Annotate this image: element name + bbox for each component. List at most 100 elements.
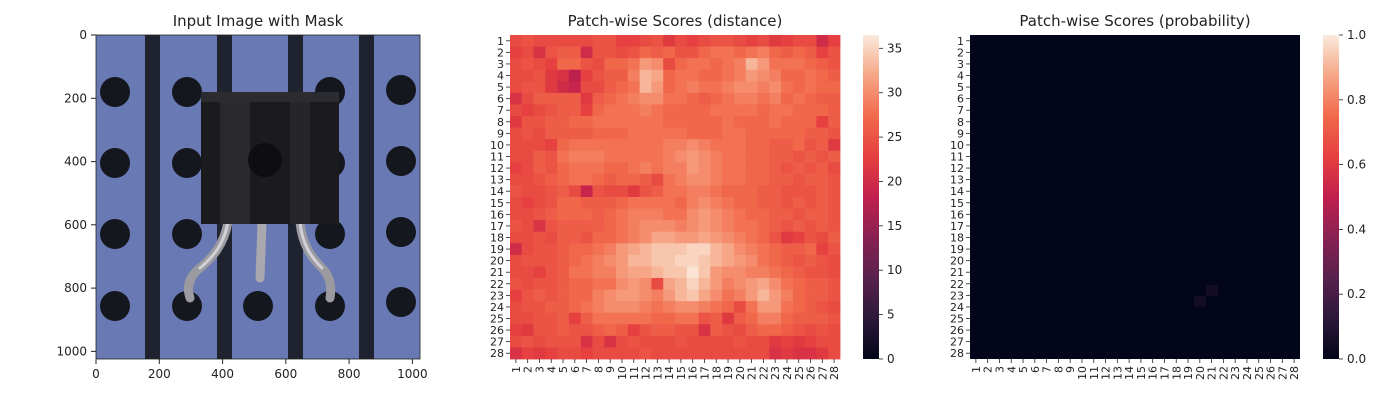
heatmap-cell — [568, 312, 582, 325]
heatmap-cell — [616, 289, 629, 302]
heatmap-cell — [639, 254, 652, 267]
heatmap-cell — [686, 139, 699, 152]
heatmap-cell — [639, 231, 652, 244]
heatmap-cell — [627, 104, 641, 117]
colorbar-label: 15 — [887, 219, 902, 233]
heatmap-cell — [745, 312, 758, 325]
heatmap-cell — [627, 312, 641, 325]
heatmap-cell — [733, 243, 747, 256]
heatmap-cell — [616, 104, 629, 117]
col-label: 25 — [1253, 366, 1266, 380]
heatmap-cell — [604, 69, 617, 82]
heatmap-cell — [804, 208, 817, 221]
heatmap-cell — [557, 69, 570, 82]
heatmap-cell — [521, 139, 534, 152]
heatmap-cell — [651, 116, 664, 128]
heatmap-cell — [757, 335, 770, 348]
heatmap-cell — [533, 220, 546, 233]
heatmap-cell — [804, 150, 817, 163]
heatmap-cell — [580, 81, 593, 94]
heatmap-cell — [686, 347, 699, 360]
heatmap-cell — [792, 335, 806, 348]
heatmap-cell — [568, 266, 582, 279]
heatmap-cell — [592, 278, 605, 290]
col-label: 17 — [1158, 366, 1171, 380]
heatmap-cell — [816, 266, 829, 279]
heatmap-cell — [533, 243, 546, 256]
heatmap-cell — [604, 266, 617, 279]
row-label: 5 — [497, 81, 504, 94]
heatmap-cell — [521, 289, 534, 302]
row-label: 7 — [497, 104, 504, 117]
heatmap-cell — [675, 312, 688, 325]
heatmap-cell — [604, 289, 617, 302]
heatmap-cell — [533, 81, 546, 94]
heatmap-cell — [616, 92, 629, 105]
heatmap-cell — [745, 139, 758, 152]
heatmap-cell — [557, 173, 570, 186]
heatmap-cell — [639, 116, 652, 128]
heatmap-cell — [769, 92, 782, 105]
heatmap-cell — [792, 58, 806, 71]
heatmap-cell — [592, 139, 605, 152]
heatmap-cell — [545, 116, 558, 128]
col-label: 19 — [1182, 366, 1195, 380]
heatmap-cell — [733, 220, 747, 233]
heatmap-cell — [781, 254, 794, 267]
heatmap-cell — [816, 231, 829, 244]
heatmap-cell — [828, 208, 841, 221]
row-label: 23 — [490, 289, 504, 302]
heatmap-cell — [521, 173, 534, 186]
heatmap-cell — [745, 104, 758, 117]
heatmap-cell — [698, 92, 711, 105]
heatmap-cell — [604, 324, 617, 337]
heatmap-cell — [639, 69, 652, 82]
col-label: 1 — [970, 366, 983, 373]
heatmap-cell — [568, 127, 582, 140]
col-label: 19 — [722, 366, 735, 380]
heatmap-cell — [580, 220, 593, 233]
heatmap-cell — [557, 324, 570, 337]
heatmap-cell — [521, 35, 534, 47]
heatmap-cell — [792, 81, 806, 94]
row-label: 23 — [950, 289, 964, 302]
heatmap-cell — [710, 81, 723, 94]
heatmap-cell — [604, 231, 617, 244]
heatmap-cell — [710, 162, 723, 175]
heatmap-cell — [533, 162, 546, 175]
heatmap-cell — [686, 150, 699, 163]
heatmap-cell — [745, 81, 758, 94]
heatmap-cell — [745, 231, 758, 244]
heatmap-cell — [616, 208, 629, 221]
heatmap-cell — [627, 92, 641, 105]
heatmap-cell — [521, 46, 534, 59]
heatmap-cell — [627, 208, 641, 221]
heatmap-cell — [745, 173, 758, 186]
heatmap-cell — [616, 150, 629, 163]
heatmap-cell — [651, 312, 664, 325]
distance-title: Patch-wise Scores (distance) — [568, 12, 783, 30]
heatmap-cell — [733, 289, 747, 302]
heatmap-cell — [686, 173, 699, 186]
col-label: 4 — [1005, 366, 1018, 373]
heatmap-cell — [663, 104, 676, 117]
heatmap-cell — [710, 185, 723, 198]
heatmap-cell — [533, 127, 546, 140]
heatmap-cell — [627, 139, 641, 152]
heatmap-cell — [781, 301, 794, 314]
heatmap-cell — [804, 197, 817, 209]
heatmap-cell — [616, 127, 629, 140]
heatmap-cell — [604, 104, 617, 117]
heatmap-cell — [521, 81, 534, 94]
heatmap-cell — [686, 127, 699, 140]
heatmap-cell — [781, 127, 794, 140]
heatmap-cell — [816, 139, 829, 152]
heatmap-cell — [616, 139, 629, 152]
heatmap-cell — [639, 324, 652, 337]
heatmap-cell — [781, 35, 794, 47]
heatmap-cell — [663, 335, 676, 348]
heatmap-cell — [745, 92, 758, 105]
heatmap-cell — [580, 46, 593, 59]
heatmap-cell — [521, 116, 534, 128]
heatmap-cell — [557, 35, 570, 47]
